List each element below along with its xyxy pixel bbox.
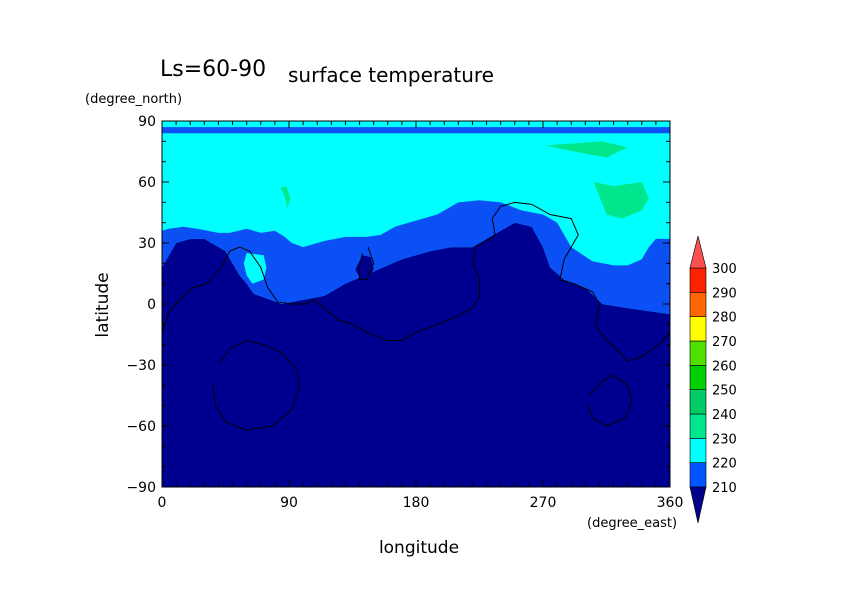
- coastline-group: [161, 201, 671, 431]
- x-tick-label: 360: [657, 495, 684, 511]
- colorbar-swatch: [689, 389, 707, 415]
- colorbar-swatch: [689, 340, 707, 366]
- colorbar-swatch: [689, 462, 707, 488]
- colorbar: 210 220 230 240 250 260 270 280 290 300: [689, 235, 737, 524]
- colorbar-label: 230: [712, 432, 737, 447]
- x-tick-label: 90: [280, 495, 298, 511]
- y-tick-label: −90: [126, 480, 156, 496]
- x-axis-label: longitude: [379, 538, 459, 558]
- x-tick-label: 270: [530, 495, 557, 511]
- contour-plot-area: 0 90 180 270 360 −90 −60 −30 0 30 60 90: [126, 114, 683, 511]
- x-units-label: (degree_east): [587, 516, 677, 531]
- colorbar-upper-arrow: [689, 235, 707, 269]
- y-tick-label: 60: [138, 175, 156, 191]
- colorbar-label: 300: [712, 262, 737, 277]
- contour-region-1: [162, 200, 670, 315]
- colorbar-label: 240: [712, 408, 737, 423]
- y-tick-label: −60: [126, 419, 156, 435]
- colorbar-swatch: [689, 413, 707, 439]
- x-tick-label: 0: [158, 495, 167, 511]
- contour-region-4: [243, 253, 267, 284]
- contour-region-0: [162, 222, 670, 487]
- colorbar-label: 260: [712, 359, 737, 374]
- colorbar-swatch: [689, 267, 707, 293]
- colorbar-lower-arrow: [689, 486, 707, 524]
- axis-ticks: 0 90 180 270 360 −90 −60 −30 0 30 60 90: [126, 114, 683, 511]
- coastline-2: [212, 340, 301, 431]
- y-tick-label: 30: [138, 236, 156, 252]
- chart-title-left: Ls=60-90: [160, 57, 266, 82]
- contour-region-7: [280, 186, 291, 209]
- colorbar-swatch: [689, 292, 707, 317]
- colorbar-label: 280: [712, 311, 737, 326]
- contour-region-6: [593, 182, 649, 219]
- colorbar-swatch: [689, 316, 707, 342]
- y-units-label: (degree_north): [85, 92, 182, 107]
- x-tick-label: 180: [403, 495, 430, 511]
- colorbar-swatch: [689, 365, 707, 390]
- coastline-0: [161, 201, 671, 362]
- contour-region-5: [545, 141, 628, 158]
- colorbar-swatch: [689, 438, 707, 463]
- colorbar-label: 250: [712, 384, 737, 399]
- coastline-3: [587, 374, 633, 427]
- y-tick-label: −30: [126, 358, 156, 374]
- contour-region-2: [162, 127, 670, 134]
- y-axis-label: latitude: [93, 272, 113, 337]
- contour-regions: [162, 127, 670, 487]
- chart-title: surface temperature: [288, 63, 494, 87]
- y-tick-label: 90: [138, 114, 156, 130]
- coastline-1: [359, 246, 375, 281]
- y-tick-label: 0: [147, 297, 156, 313]
- colorbar-label: 270: [712, 335, 737, 350]
- colorbar-label: 290: [712, 286, 737, 301]
- colorbar-label: 210: [712, 481, 737, 496]
- colorbar-label: 220: [712, 457, 737, 472]
